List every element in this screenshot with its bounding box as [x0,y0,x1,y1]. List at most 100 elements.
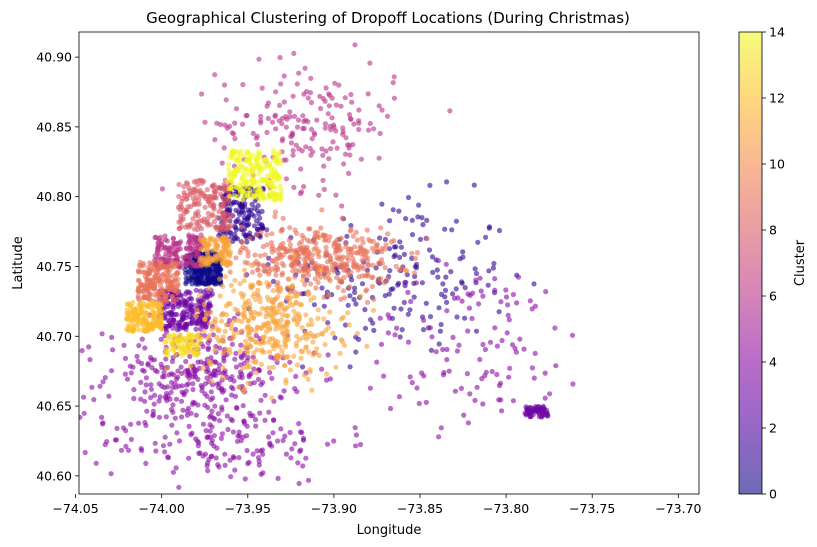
scatter-point [195,209,201,215]
scatter-point [165,384,171,390]
scatter-point [325,352,331,358]
scatter-point [331,438,337,444]
scatter-point [390,207,396,213]
scatter-point [243,273,249,279]
scatter-point [521,346,527,352]
scatter-point [210,195,216,201]
scatter-point [345,142,351,148]
scatter-point [319,207,325,213]
scatter-point [304,277,310,283]
scatter-point [302,65,308,71]
scatter-point [472,397,478,403]
scatter-point [172,241,178,247]
scatter-point [232,136,238,142]
scatter-point [276,251,282,257]
x-tick-label: −73.75 [569,501,615,516]
scatter-point [308,317,314,323]
scatter-point [235,433,241,439]
scatter-point [347,152,353,158]
scatter-point [151,401,157,407]
scatter-point [242,217,248,223]
scatter-point [223,312,230,318]
scatter-point [245,461,251,467]
scatter-point [409,250,415,256]
scatter-point [228,177,234,183]
scatter-point [188,333,194,339]
scatter-point [453,218,459,224]
scatter-point [276,174,282,180]
scatter-point [267,370,273,376]
scatter-point [282,363,288,369]
scatter-point [289,446,295,452]
scatter-point [139,367,146,373]
y-axis-label: Latitude [11,236,26,290]
scatter-point [209,213,215,219]
scatter-point [174,297,180,303]
scatter-point [159,186,165,192]
scatter-point [207,332,213,338]
scatter-point [255,287,261,293]
scatter-point [204,219,210,226]
scatter-point [135,269,141,275]
scatter-point [196,450,202,456]
scatter-point [231,378,237,384]
scatter-point [321,303,327,309]
scatter-point [257,299,263,305]
scatter-point [237,162,243,168]
scatter-point [364,255,371,261]
scatter-point [254,448,260,454]
scatter-point [205,273,211,279]
scatter-point [506,374,512,380]
scatter-point [227,350,233,356]
scatter-point [318,271,324,277]
scatter-point [240,197,246,203]
scatter-point [232,184,238,190]
scatter-point [275,438,281,444]
scatter-point [245,380,251,386]
scatter-point [257,410,263,416]
scatter-point [176,193,182,199]
scatter-point [396,394,402,400]
scatter-point [170,409,176,415]
scatter-point [163,258,169,264]
scatter-point [280,329,286,336]
scatter-point [347,228,353,234]
scatter-point [246,342,252,348]
scatter-point [252,252,258,258]
scatter-point [243,338,249,344]
scatter-point [124,310,130,316]
scatter-point [204,187,210,193]
scatter-point [285,336,291,343]
scatter-point [200,365,206,371]
scatter-point [292,317,298,323]
scatter-point [147,292,153,298]
scatter-point [138,379,144,385]
scatter-point [345,257,351,263]
scatter-point [296,421,302,427]
scatter-point [198,269,204,276]
scatter-point [446,368,452,374]
scatter-point [316,249,322,255]
scatter-point [289,302,296,308]
scatter-point [474,384,480,390]
scatter-point [317,267,323,273]
scatter-point [462,315,468,321]
scatter-point [310,339,316,345]
scatter-point [188,432,194,438]
scatter-point [314,346,320,352]
scatter-point [309,387,315,393]
scatter-point [346,322,352,328]
scatter-point [292,293,298,299]
scatter-point [527,404,533,411]
scatter-point [213,247,219,253]
scatter-point [403,267,409,273]
scatter-point [280,312,286,318]
scatter-point [198,190,204,196]
scatter-point [167,333,173,339]
scatter-point [172,333,178,339]
scatter-point [203,306,209,312]
scatter-point [269,184,275,190]
scatter-point [283,113,289,120]
scatter-point [290,148,296,154]
x-tick-label: −74.05 [52,501,98,516]
